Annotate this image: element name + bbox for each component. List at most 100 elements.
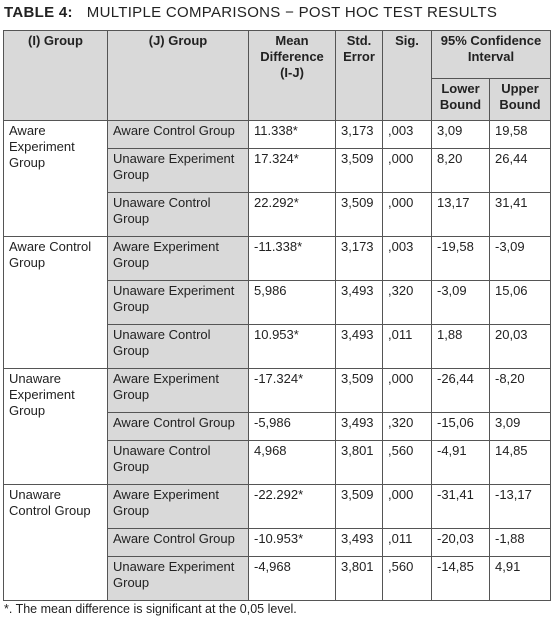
value-cell: -4,968 [248, 556, 336, 601]
value-cell: -10.953* [248, 528, 336, 557]
value-cell: 3,493 [335, 280, 383, 325]
header-cell: (J) Group [107, 30, 249, 121]
value-cell: 22.292* [248, 192, 336, 237]
value-cell: ,000 [382, 192, 432, 237]
value-cell: 3,173 [335, 236, 383, 281]
value-cell: 3,801 [335, 440, 383, 485]
table-title: TABLE 4: MULTIPLE COMPARISONS − POST HOC … [4, 4, 497, 21]
j-group-cell: Unaware Experiment Group [107, 280, 249, 325]
j-group-cell: Unaware Control Group [107, 440, 249, 485]
value-cell: 3,801 [335, 556, 383, 601]
i-group-cell: Aware Control Group [3, 236, 108, 369]
value-cell: 8,20 [431, 148, 490, 193]
value-cell: -8,20 [489, 368, 551, 413]
table-row: Aware Experiment Group Aware Control Grou… [3, 120, 551, 237]
header-cell: Std. Error [335, 30, 383, 121]
table-label: TABLE 4: [4, 4, 73, 21]
value-cell: 19,58 [489, 120, 551, 149]
value-cell: 3,509 [335, 484, 383, 529]
value-cell: 14,85 [489, 440, 551, 485]
header-cell: 95% Confidence Interval [431, 30, 551, 79]
value-cell: ,000 [382, 368, 432, 413]
value-cell: ,011 [382, 324, 432, 369]
value-cell: 3,493 [335, 324, 383, 369]
value-cell: 1,88 [431, 324, 490, 369]
value-cell: 3,509 [335, 148, 383, 193]
value-cell: -4,91 [431, 440, 490, 485]
table-caption: MULTIPLE COMPARISONS − POST HOC TEST RES… [86, 4, 498, 21]
header-cell: (I) Group [3, 30, 108, 121]
header-cell: Sig. [382, 30, 432, 121]
value-cell: ,320 [382, 280, 432, 325]
value-cell: -1,88 [489, 528, 551, 557]
i-group-cell: Unaware Control Group [3, 484, 108, 601]
value-cell: -3,09 [489, 236, 551, 281]
j-group-cell: Aware Control Group [107, 528, 249, 557]
value-cell: -31,41 [431, 484, 490, 529]
results-table: (I) Group (J) Group Mean Difference (I-J… [3, 30, 551, 601]
table-row: Unaware Control Group 10.953* 3,493,011 1,8… [4, 324, 551, 369]
value-cell: ,003 [382, 236, 432, 281]
value-cell: ,011 [382, 528, 432, 557]
value-cell: -13,17 [489, 484, 551, 529]
value-cell: 3,509 [335, 368, 383, 413]
value-cell: 26,44 [489, 148, 551, 193]
header-cell: Lower Bound [431, 78, 490, 121]
j-group-cell: Unaware Control Group [107, 192, 249, 237]
table-row: Unaware Experiment Group 5,986 3,493,320 -3… [4, 280, 551, 325]
value-cell: 20,03 [489, 324, 551, 369]
table-row: Aware Control Group Aware Experiment Grou… [3, 236, 551, 369]
value-cell: -11.338* [248, 236, 336, 281]
j-group-cell: Aware Experiment Group [107, 368, 249, 413]
value-cell: -5,986 [248, 412, 336, 441]
table-row: Aware Control Group -5,986 3,493,320 -15,06… [4, 412, 551, 441]
value-cell: 4,91 [489, 556, 551, 601]
value-cell: -15,06 [431, 412, 490, 441]
value-cell: 3,509 [335, 192, 383, 237]
value-cell: 17.324* [248, 148, 336, 193]
header-cell: Mean Difference (I-J) [248, 30, 336, 121]
value-cell: -20,03 [431, 528, 490, 557]
i-group-cell: Aware Experiment Group [3, 120, 108, 237]
value-cell: -14,85 [431, 556, 490, 601]
value-cell: 31,41 [489, 192, 551, 237]
j-group-cell: Aware Experiment Group [107, 236, 249, 281]
value-cell: -19,58 [431, 236, 490, 281]
value-cell: 3,09 [431, 120, 490, 149]
j-group-cell: Aware Control Group [107, 120, 249, 149]
value-cell: 3,493 [335, 528, 383, 557]
value-cell: -26,44 [431, 368, 490, 413]
j-group-cell: Unaware Control Group [107, 324, 249, 369]
value-cell: 5,986 [248, 280, 336, 325]
value-cell: ,320 [382, 412, 432, 441]
footnote: *. The mean difference is significant at… [4, 602, 297, 616]
table-row: Unaware Experiment Group Aware Experiment… [3, 368, 551, 485]
table-row: Unaware Control Group 22.292* 3,509,000 13,… [4, 192, 551, 237]
j-group-cell: Aware Experiment Group [107, 484, 249, 529]
j-group-cell: Unaware Experiment Group [107, 556, 249, 601]
value-cell: 4,968 [248, 440, 336, 485]
value-cell: ,000 [382, 484, 432, 529]
value-cell: 15,06 [489, 280, 551, 325]
j-group-cell: Aware Control Group [107, 412, 249, 441]
value-cell: 11.338* [248, 120, 336, 149]
value-cell: ,003 [382, 120, 432, 149]
value-cell: ,560 [382, 556, 432, 601]
value-cell: 13,17 [431, 192, 490, 237]
table-row: Unaware Control Group Aware Experiment Gr… [3, 484, 551, 601]
value-cell: 3,493 [335, 412, 383, 441]
header-cell: Upper Bound [489, 78, 551, 121]
value-cell: -22.292* [248, 484, 336, 529]
i-group-cell: Unaware Experiment Group [3, 368, 108, 485]
j-group-cell: Unaware Experiment Group [107, 148, 249, 193]
value-cell: -17.324* [248, 368, 336, 413]
value-cell: 3,09 [489, 412, 551, 441]
table-row: Unaware Experiment Group 17.324* 3,509,000… [4, 148, 551, 193]
table-row: Unaware Experiment Group -4,968 3,801,560-… [4, 556, 551, 601]
value-cell: 3,173 [335, 120, 383, 149]
value-cell: ,000 [382, 148, 432, 193]
value-cell: -3,09 [431, 280, 490, 325]
value-cell: 10.953* [248, 324, 336, 369]
table-row: Aware Control Group -10.953* 3,493,011 -20,… [4, 528, 551, 557]
